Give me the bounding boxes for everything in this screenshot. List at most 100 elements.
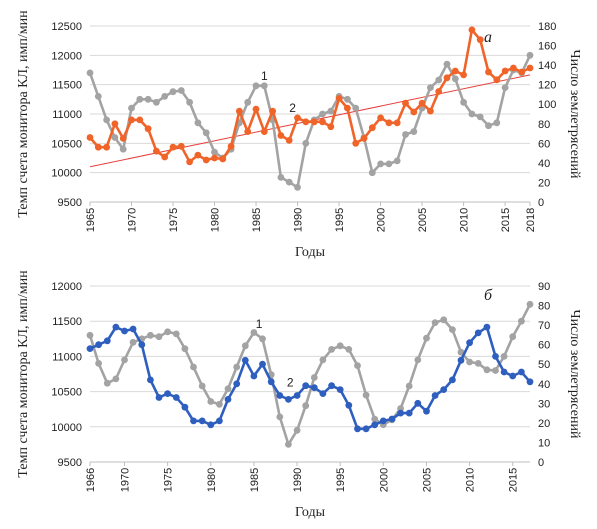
- data-point: [427, 107, 434, 115]
- series-line: [89, 325, 531, 431]
- x-tick-label: 2000: [376, 208, 388, 232]
- data-point: [219, 155, 227, 163]
- data-point: [451, 75, 459, 83]
- data-point: [449, 376, 456, 384]
- data-point: [328, 382, 335, 390]
- data-point: [302, 382, 310, 390]
- x-tick-label: 1975: [168, 208, 180, 232]
- chart-panel-a: 9500100001050011000115001200012500020406…: [16, 10, 582, 260]
- data-point: [302, 118, 310, 126]
- x-tick-label: 1995: [335, 468, 347, 492]
- data-point: [181, 345, 189, 353]
- data-point: [336, 386, 344, 393]
- y-right-tick-label: 0: [538, 457, 544, 469]
- x-tick-label: 2015: [508, 468, 520, 492]
- data-point: [485, 122, 492, 130]
- data-point: [476, 36, 484, 44]
- data-point: [466, 358, 473, 366]
- y-right-tick-label: 0: [538, 197, 544, 209]
- y-right-tick-label: 50: [538, 359, 550, 371]
- data-point: [161, 93, 169, 100]
- data-point: [111, 134, 119, 141]
- data-point: [147, 331, 154, 339]
- data-point: [360, 135, 368, 142]
- data-point: [250, 372, 258, 380]
- data-point: [500, 353, 508, 360]
- data-point: [86, 69, 94, 77]
- data-point: [86, 134, 94, 141]
- data-point: [518, 368, 525, 376]
- data-point: [371, 421, 379, 429]
- y-right-tick-label: 160: [538, 41, 556, 53]
- data-point: [169, 88, 177, 96]
- curve-annotation: 2: [289, 101, 296, 115]
- data-point: [216, 417, 223, 425]
- data-point: [474, 360, 482, 367]
- data-point: [202, 156, 210, 164]
- data-point: [518, 317, 525, 325]
- data-point: [493, 119, 501, 127]
- data-point: [327, 123, 335, 131]
- data-point: [86, 331, 94, 339]
- data-point: [250, 329, 258, 336]
- data-point: [451, 67, 459, 75]
- data-point: [344, 104, 351, 112]
- y-left-tick-label: 11500: [52, 316, 82, 328]
- data-point: [177, 142, 185, 150]
- data-point: [327, 107, 335, 115]
- x-tick-label: 2005: [421, 468, 433, 492]
- data-point: [155, 333, 163, 341]
- data-point: [362, 425, 370, 433]
- data-point: [493, 76, 501, 84]
- y-right-tick-label: 30: [538, 398, 550, 410]
- data-point: [194, 119, 202, 127]
- x-tick-label: 1980: [206, 468, 218, 492]
- data-point: [94, 93, 102, 100]
- y-left-tick-label: 9500: [58, 457, 82, 469]
- data-point: [518, 68, 526, 76]
- data-point: [440, 386, 448, 393]
- y-left-tick-label: 9500: [58, 197, 82, 209]
- data-point: [483, 323, 491, 331]
- data-point: [294, 183, 301, 191]
- data-point: [354, 362, 361, 369]
- data-point: [186, 98, 194, 106]
- data-point: [285, 178, 293, 186]
- data-point: [344, 95, 351, 103]
- data-point: [423, 407, 430, 415]
- data-point: [402, 99, 409, 107]
- data-point: [319, 118, 326, 126]
- data-point: [181, 403, 189, 411]
- data-point: [129, 325, 137, 333]
- data-point: [112, 323, 120, 331]
- y-right-tick-label: 60: [538, 340, 550, 352]
- data-point: [136, 95, 144, 103]
- data-point: [379, 417, 387, 425]
- x-tick-label: 2000: [378, 468, 390, 492]
- data-point: [431, 319, 439, 326]
- data-point: [153, 147, 160, 155]
- data-point: [509, 372, 517, 380]
- data-point: [483, 366, 491, 374]
- data-point: [443, 60, 451, 68]
- data-point: [121, 327, 128, 335]
- data-point: [177, 87, 185, 94]
- data-point: [285, 441, 292, 448]
- data-point: [293, 426, 301, 434]
- data-point: [474, 329, 482, 337]
- y-right-tick-label: 120: [538, 80, 556, 92]
- x-tick-label: 1990: [293, 208, 305, 232]
- data-point: [385, 160, 393, 168]
- data-point: [485, 68, 492, 76]
- data-point: [388, 415, 396, 423]
- data-point: [352, 139, 360, 147]
- y-left-tick-label: 11000: [52, 109, 82, 121]
- curve-annotation: 2: [287, 376, 294, 390]
- data-point: [95, 341, 102, 349]
- data-point: [147, 376, 154, 384]
- curve-annotation: 1: [261, 69, 268, 83]
- y-right-axis-title: Число землетрясений: [567, 50, 582, 179]
- data-point: [216, 400, 223, 408]
- y-right-tick-label: 40: [538, 379, 550, 391]
